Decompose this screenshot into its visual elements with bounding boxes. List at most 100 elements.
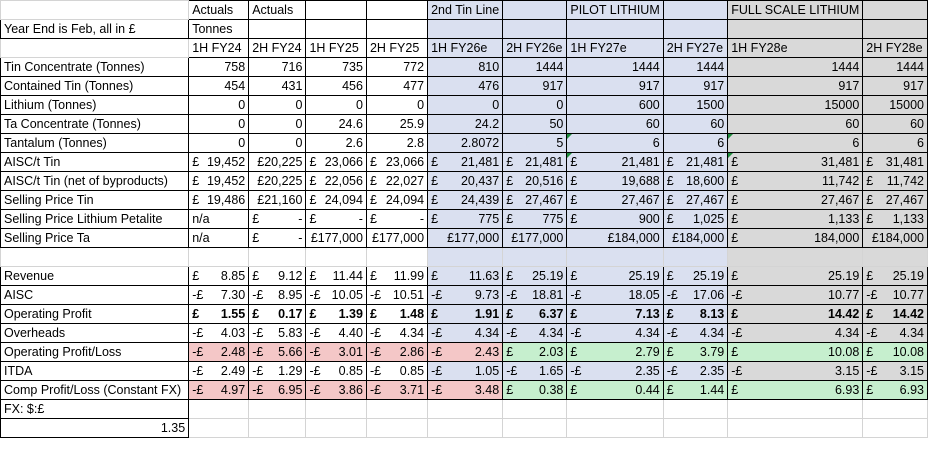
currency-cell[interactable]: £18,600 — [662, 171, 729, 191]
empty-cell[interactable] — [0, 247, 190, 267]
empty-cell[interactable] — [365, 247, 429, 267]
value-cell[interactable]: 60 — [727, 114, 864, 134]
currency-cell[interactable]: £27,467 — [566, 190, 664, 210]
currency-cell[interactable]: -£ 0.85 — [305, 361, 367, 381]
currency-cell[interactable]: £23,066 — [305, 152, 367, 172]
value-cell[interactable]: 758 — [188, 57, 250, 77]
row-label[interactable]: Revenue — [0, 266, 190, 286]
value-cell[interactable]: 0 — [248, 95, 307, 115]
currency-cell[interactable]: £27,467 — [727, 190, 864, 210]
currency-cell[interactable]: £20,437 — [427, 171, 504, 191]
currency-cell[interactable]: -£ 10.77 — [727, 285, 864, 305]
currency-cell[interactable]: £1,025 — [662, 209, 729, 229]
value-cell[interactable]: 716 — [248, 57, 307, 77]
currency-cell[interactable]: £10.08 — [727, 342, 864, 362]
value-cell[interactable]: 917 — [566, 76, 664, 96]
header-cell[interactable]: 1H FY26e — [427, 38, 504, 58]
header-cell[interactable] — [566, 19, 664, 39]
currency-cell[interactable]: -£ 4.40 — [305, 323, 367, 343]
currency-cell[interactable]: £21,481 — [427, 152, 504, 172]
currency-cell[interactable]: -£ 3.15 — [862, 361, 928, 381]
value-cell[interactable]: 60 — [862, 114, 928, 134]
currency-cell[interactable]: -£ 4.34 — [427, 323, 504, 343]
empty-cell[interactable] — [502, 399, 568, 419]
currency-cell[interactable]: -£ 3.71 — [365, 380, 429, 400]
currency-cell[interactable]: £25.19 — [566, 266, 664, 286]
currency-cell[interactable]: £8.13 — [662, 304, 729, 324]
currency-cell[interactable]: -£ 3.01 — [305, 342, 367, 362]
value-cell[interactable]: 810 — [427, 57, 504, 77]
value-cell[interactable]: 60 — [662, 114, 729, 134]
header-cell[interactable] — [365, 0, 429, 20]
empty-cell[interactable] — [305, 418, 367, 438]
value-cell[interactable]: 0 — [188, 95, 250, 115]
currency-cell[interactable]: £25.19 — [862, 266, 928, 286]
empty-cell[interactable] — [502, 418, 568, 438]
value-cell[interactable]: 6 — [727, 133, 864, 153]
currency-cell[interactable]: £11.99 — [365, 266, 429, 286]
currency-cell[interactable]: £900 — [566, 209, 664, 229]
currency-cell[interactable]: £775 — [427, 209, 504, 229]
value-cell[interactable]: 476 — [427, 76, 504, 96]
currency-cell[interactable]: £1.48 — [365, 304, 429, 324]
value-cell[interactable]: 1444 — [727, 57, 864, 77]
currency-cell[interactable]: £19,688 — [566, 171, 664, 191]
header-cell[interactable] — [0, 0, 190, 20]
value-cell[interactable]: 431 — [248, 76, 307, 96]
row-label[interactable]: Ta Concentrate (Tonnes) — [0, 114, 190, 134]
header-cell[interactable] — [727, 19, 864, 39]
header-cell[interactable] — [248, 19, 307, 39]
value-cell[interactable]: 917 — [662, 76, 729, 96]
currency-cell[interactable]: -£ 7.30 — [188, 285, 250, 305]
value-cell[interactable]: 1444 — [662, 57, 729, 77]
value-cell[interactable]: 1500 — [662, 95, 729, 115]
header-cell[interactable]: 1H FY24 — [188, 38, 250, 58]
value-cell[interactable]: 735 — [305, 57, 367, 77]
empty-cell[interactable] — [727, 418, 864, 438]
currency-cell[interactable]: -£ 1.65 — [502, 361, 568, 381]
currency-cell[interactable]: £ - — [305, 209, 367, 229]
header-cell[interactable]: 2H FY26e — [502, 38, 568, 58]
value-cell[interactable]: 24.6 — [305, 114, 367, 134]
value-cell[interactable]: 15000 — [862, 95, 928, 115]
currency-cell[interactable]: £1.44 — [662, 380, 729, 400]
row-label[interactable]: Selling Price Lithium Petalite — [0, 209, 190, 229]
currency-cell[interactable]: £9.12 — [248, 266, 307, 286]
value-cell[interactable]: 0 — [305, 95, 367, 115]
currency-cell[interactable]: -£ 8.95 — [248, 285, 307, 305]
value-cell[interactable]: 456 — [305, 76, 367, 96]
value-cell[interactable]: 6 — [566, 133, 664, 153]
value-cell[interactable]: 50 — [502, 114, 568, 134]
currency-cell[interactable]: -£ 3.48 — [427, 380, 504, 400]
currency-cell[interactable]: -£ 4.03 — [188, 323, 250, 343]
row-label[interactable]: Comp Profit/Loss (Constant FX) — [0, 380, 190, 400]
currency-cell[interactable]: £7.13 — [566, 304, 664, 324]
currency-cell[interactable]: £14.42 — [862, 304, 928, 324]
currency-cell[interactable]: £1.91 — [427, 304, 504, 324]
currency-cell[interactable]: £775 — [502, 209, 568, 229]
currency-cell[interactable]: £184,000 — [662, 228, 729, 248]
value-cell[interactable]: 5 — [502, 133, 568, 153]
currency-cell[interactable]: -£ 1.29 — [248, 361, 307, 381]
empty-cell[interactable] — [188, 399, 250, 419]
header-cell[interactable]: 1H FY27e — [566, 38, 664, 58]
value-cell[interactable]: 477 — [365, 76, 429, 96]
currency-cell[interactable]: n/a — [188, 228, 250, 248]
empty-cell[interactable] — [662, 418, 729, 438]
currency-cell[interactable]: -£ 5.83 — [248, 323, 307, 343]
empty-cell[interactable] — [502, 247, 568, 267]
currency-cell[interactable]: £21,481 — [566, 152, 664, 172]
empty-cell[interactable] — [427, 399, 504, 419]
currency-cell[interactable]: -£ 4.34 — [662, 323, 729, 343]
row-label[interactable]: Selling Price Tin — [0, 190, 190, 210]
row-label[interactable]: Operating Profit/Loss — [0, 342, 190, 362]
currency-cell[interactable]: £8.85 — [188, 266, 250, 286]
currency-cell[interactable]: -£ 4.34 — [502, 323, 568, 343]
currency-cell[interactable]: £27,467 — [502, 190, 568, 210]
currency-cell[interactable]: £25.19 — [502, 266, 568, 286]
currency-cell[interactable]: £19,486 — [188, 190, 250, 210]
currency-cell[interactable]: £1.39 — [305, 304, 367, 324]
row-label[interactable]: Lithium (Tonnes) — [0, 95, 190, 115]
value-cell[interactable]: 2.8 — [365, 133, 429, 153]
currency-cell[interactable]: £184,000 — [862, 228, 928, 248]
